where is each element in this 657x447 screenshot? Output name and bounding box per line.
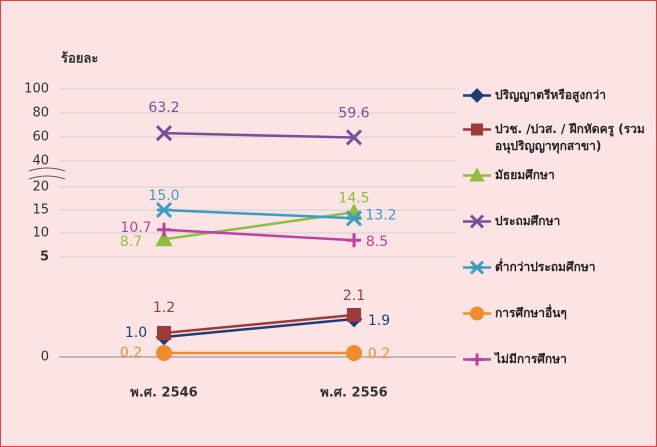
data-label: 8.7 [120,234,142,250]
legend-label: ปริญญาตรีหรือสูงกว่า [495,88,606,102]
y-tick-label: 5 [40,250,49,265]
axis-break [28,167,66,180]
marker [345,210,363,227]
legend-swatch [463,214,491,229]
x-tick-label: พ.ศ. 2556 [320,386,387,401]
data-label: 2.1 [343,288,365,304]
y-tick-label: 15 [32,203,49,218]
y-tick-label: 100 [24,82,49,97]
legend-swatch [463,306,491,321]
legend-item: มัธยมศึกษา [461,167,555,184]
data-label: 63.2 [148,100,179,116]
line [163,317,355,339]
marker [471,123,483,136]
legend-label: ไม่มีการศึกษา [495,352,567,366]
legend-item: ปริญญาตรีหรือสูงกว่า [461,87,606,104]
legend-swatch [463,123,491,136]
legend-swatch [463,260,491,275]
data-label: 13.2 [365,207,396,223]
line [163,131,355,139]
marker [469,88,485,103]
data-label: 1.0 [125,325,147,341]
data-label: 1.9 [368,313,390,329]
legend-item: ประถมศึกษา [461,213,560,230]
marker [471,353,483,366]
legend-label: การศึกษาอื่นๆ [495,306,567,320]
legend-item: ต่ำกว่าประถมศึกษา [461,259,596,276]
y-tick-label: 60 [32,130,49,145]
legend-label: ประถมศึกษา [495,214,561,228]
marker [155,230,173,247]
marker [469,167,485,182]
legend-swatch [463,353,491,366]
legend-label: มัธยมศึกษา [495,168,555,182]
y-tick-label: 40 [32,154,49,169]
marker [155,201,173,219]
data-label: 15.0 [148,188,179,204]
legend-swatch [463,88,491,103]
line [163,208,355,220]
marker [347,233,361,248]
y-axis-label: ร้อยละ [61,51,98,67]
marker [346,345,362,361]
legend-label: ปวช. /ปวส. / ฝึกหัดครู (รวมอนุปริญญาทุกส… [495,122,645,153]
y-tick-label: 80 [32,106,49,121]
marker [157,222,171,237]
line [163,313,355,335]
data-label: 0.2 [120,345,142,361]
marker [345,129,363,146]
legend-label: ต่ำกว่าประถมศึกษา [495,260,596,274]
y-tick-label: 10 [32,226,49,241]
data-label: 59.6 [338,105,369,121]
y-tick-label: 20 [32,180,49,195]
marker [469,260,485,275]
marker [157,326,171,340]
data-label: 10.7 [120,220,151,236]
x-tick-label: พ.ศ. 2546 [130,386,197,401]
data-label: 14.5 [338,190,369,206]
marker [155,125,173,142]
data-label: 1.2 [153,300,175,316]
marker [469,214,485,229]
legend-item: การศึกษาอื่นๆ [461,305,567,322]
marker [347,308,361,322]
legend-swatch [463,167,491,182]
y-tick-label: 0 [41,350,49,365]
marker [156,345,172,361]
data-label: 8.5 [366,234,388,250]
legend-item: ไม่มีการศึกษา [461,351,567,368]
marker [470,306,484,321]
line [163,228,355,242]
legend-item: ปวช. /ปวส. / ฝึกหัดครู (รวมอนุปริญญาทุกส… [461,121,656,155]
data-label: 0.2 [368,346,390,362]
